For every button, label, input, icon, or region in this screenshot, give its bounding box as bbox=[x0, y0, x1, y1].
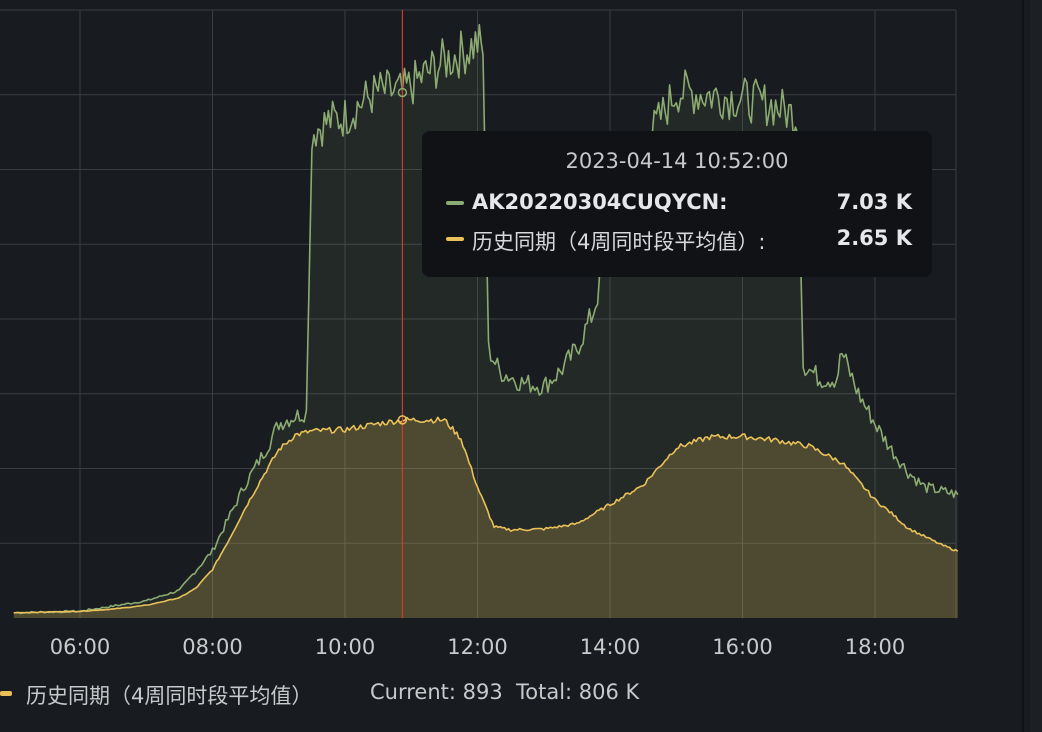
series-lines bbox=[13, 23, 959, 615]
tooltip-series-value: 7.03 K bbox=[836, 190, 912, 214]
crosshair-point bbox=[397, 415, 408, 425]
x-tick-label: 14:00 bbox=[580, 635, 641, 659]
x-tick-label: 08:00 bbox=[182, 635, 243, 659]
hover-tooltip: 2023-04-14 10:52:00 AK20220304CUQYCN: 7.… bbox=[422, 131, 932, 277]
tooltip-swatch-history bbox=[446, 237, 464, 241]
panel-divider bbox=[1022, 0, 1024, 732]
series-area-1 bbox=[13, 417, 958, 618]
series-line-1 bbox=[13, 416, 959, 614]
tooltip-row-primary: AK20220304CUQYCN: 7.03 K bbox=[446, 188, 912, 218]
tooltip-series-name: AK20220304CUQYCN: bbox=[472, 190, 728, 214]
tooltip-row-history: 历史同期（4周同时段平均值）: 2.65 K bbox=[446, 224, 912, 254]
legend-current: Current: 893 bbox=[370, 680, 503, 704]
x-tick-label: 18:00 bbox=[845, 635, 906, 659]
adjacent-panel bbox=[1030, 0, 1042, 732]
crosshair-point bbox=[397, 87, 408, 98]
x-tick-label: 06:00 bbox=[50, 635, 111, 659]
x-tick-label: 16:00 bbox=[712, 635, 773, 659]
x-axis-ticks: 06:00 08:00 10:00 12:00 14:00 16:00 18:00 bbox=[50, 635, 906, 659]
series-areas bbox=[13, 24, 958, 618]
legend-series-name[interactable]: 历史同期（4周同时段平均值） bbox=[26, 684, 313, 708]
crosshair bbox=[397, 10, 408, 618]
tooltip-swatch-primary bbox=[446, 201, 464, 205]
x-tick-label: 12:00 bbox=[447, 635, 508, 659]
legend-swatch bbox=[0, 691, 12, 696]
x-tick-label: 10:00 bbox=[315, 635, 376, 659]
tooltip-series-value: 2.65 K bbox=[836, 226, 912, 250]
legend-total: Total: 806 K bbox=[516, 680, 640, 704]
tooltip-time: 2023-04-14 10:52:00 bbox=[565, 149, 789, 173]
series-line-0 bbox=[13, 23, 959, 615]
tooltip-series-name: 历史同期（4周同时段平均值）: bbox=[472, 230, 766, 254]
